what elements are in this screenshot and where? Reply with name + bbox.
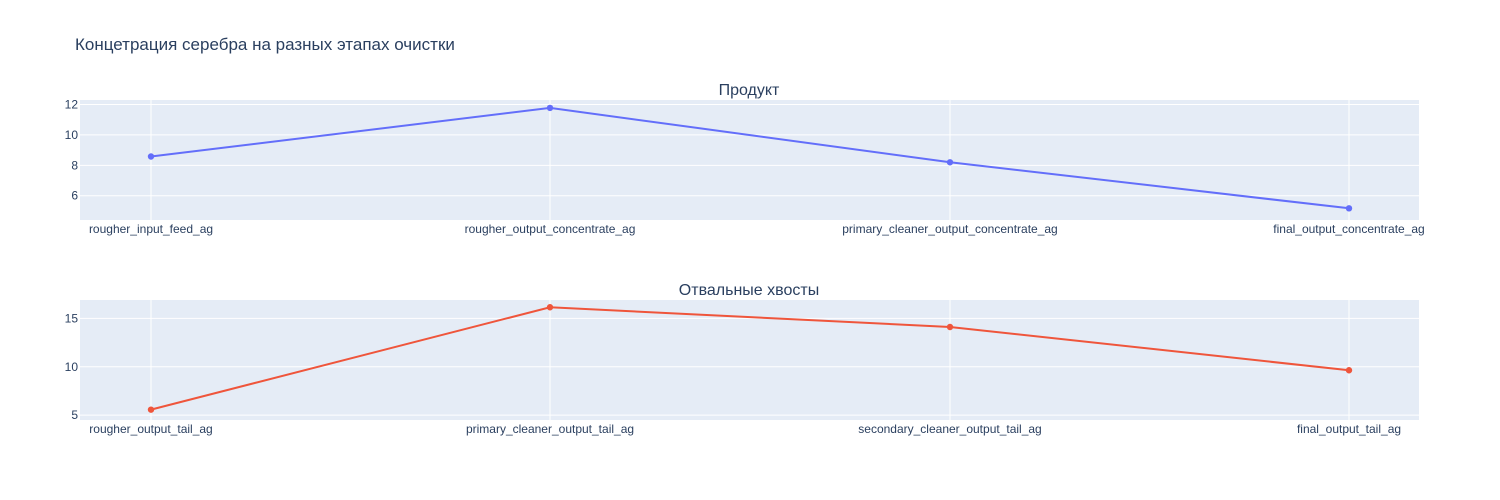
y-tick-label-tails: 5 — [71, 408, 78, 422]
plot-area-product — [80, 100, 1419, 220]
panel-tails: Отвальные хвосты rougher_output_tail_ag p… — [65, 282, 1419, 436]
y-tick-label-product: 8 — [71, 158, 78, 172]
x-tick-label-product: primary_cleaner_output_concentrate_ag — [842, 222, 1057, 236]
panel-title-product: Продукт — [719, 82, 780, 99]
x-tick-label-tails: rougher_output_tail_ag — [89, 422, 212, 436]
data-point-product[interactable] — [946, 159, 954, 166]
x-tick-label-product: rougher_output_concentrate_ag — [465, 222, 636, 236]
chart-title: Концетрация серебра на разных этапах очи… — [75, 35, 455, 54]
y-tick-label-tails: 10 — [65, 360, 79, 374]
data-point-tails[interactable] — [946, 323, 954, 331]
data-point-product[interactable] — [147, 153, 155, 160]
plot-area-tails — [80, 300, 1419, 420]
x-tick-label-product: final_output_concentrate_ag — [1273, 222, 1424, 236]
panel-product: Продукт rougher_input_feed_ag rougher_out… — [65, 82, 1425, 236]
y-tick-label-product: 10 — [65, 128, 79, 142]
y-tick-label-tails: 15 — [65, 311, 79, 325]
series-line-product — [150, 106, 1350, 210]
data-point-tails[interactable] — [1345, 367, 1353, 374]
data-point-tails[interactable] — [546, 304, 554, 311]
data-point-tails[interactable] — [147, 406, 155, 413]
x-tick-label-product: rougher_input_feed_ag — [89, 222, 213, 236]
data-point-product[interactable] — [1345, 205, 1353, 212]
x-tick-label-tails: final_output_tail_ag — [1297, 422, 1401, 436]
x-tick-label-tails: primary_cleaner_output_tail_ag — [466, 422, 634, 436]
x-tick-label-tails: secondary_cleaner_output_tail_ag — [858, 422, 1041, 436]
y-tick-label-product: 12 — [65, 98, 79, 112]
panel-title-tails: Отвальные хвосты — [679, 282, 819, 299]
y-tick-label-product: 6 — [71, 189, 78, 203]
data-point-product[interactable] — [546, 104, 554, 112]
series-line-tails — [150, 306, 1350, 411]
